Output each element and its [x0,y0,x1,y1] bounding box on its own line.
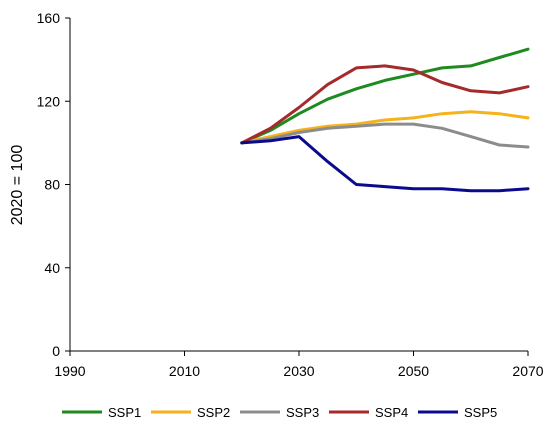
legend-label-ssp4: SSP4 [375,405,408,420]
y-tick-label: 160 [37,10,61,26]
y-tick-label: 0 [52,343,60,359]
legend-label-ssp3: SSP3 [286,405,319,420]
y-tick-label: 40 [44,260,60,276]
legend-label-ssp2: SSP2 [197,405,230,420]
x-tick-label: 2030 [283,363,314,379]
series-line-ssp4 [240,64,530,145]
x-axis: 1990 2010 2030 2050 2070 [54,350,544,379]
legend: SSP1 SSP2 SSP3 SSP4 SSP5 [62,405,497,420]
series-line-ssp2 [240,110,530,145]
y-tick-label: 120 [37,93,61,109]
series-layer [240,47,530,193]
y-axis: 0 40 80 120 160 [37,10,71,359]
y-tick-label: 80 [44,177,60,193]
x-tick-label: 2050 [398,363,429,379]
legend-label-ssp5: SSP5 [464,405,497,420]
x-tick-label: 1990 [54,363,85,379]
legend-label-ssp1: SSP1 [108,405,141,420]
x-tick-label: 2070 [512,363,543,379]
y-axis-label: 2020 = 100 [9,145,26,226]
series-line-ssp1 [240,47,530,145]
series-line-ssp5 [240,135,530,193]
x-tick-label: 2010 [169,363,200,379]
series-line-ssp3 [240,122,530,149]
